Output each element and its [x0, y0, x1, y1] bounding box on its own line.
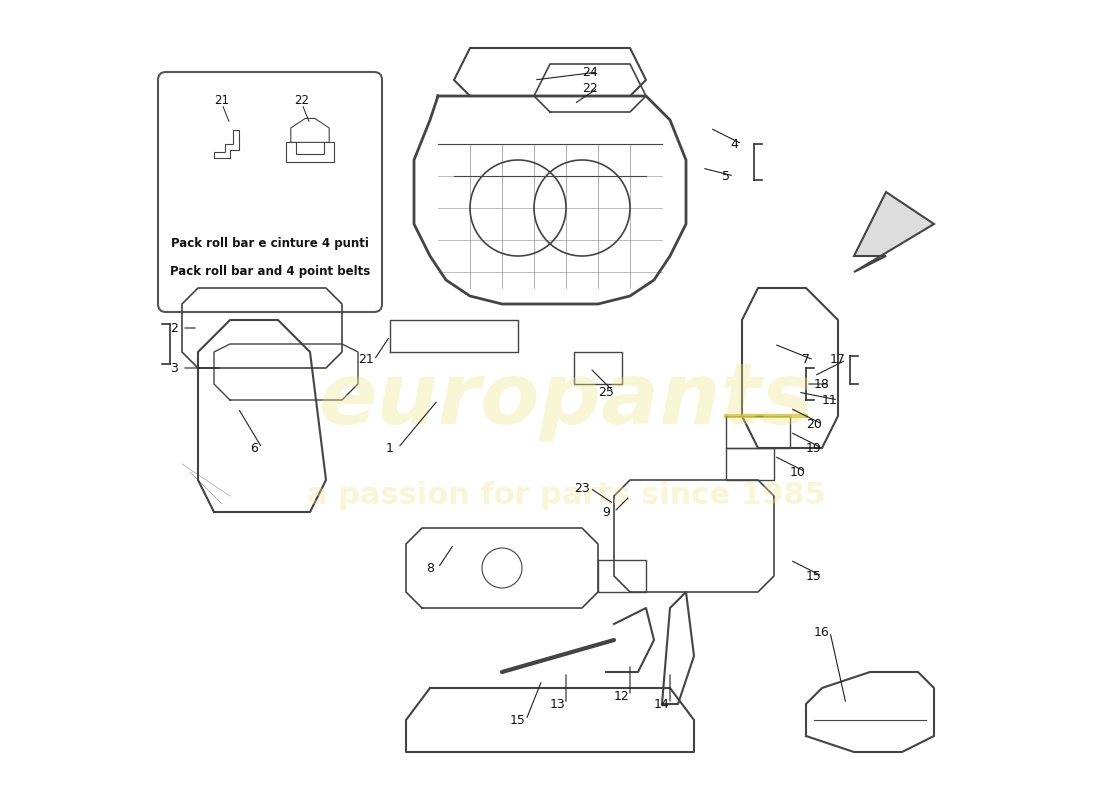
Text: 4: 4	[730, 138, 738, 150]
Bar	[726, 448, 774, 480]
Text: 3: 3	[170, 362, 178, 374]
Bar	[726, 416, 790, 448]
Text: 9: 9	[602, 506, 609, 518]
Text: 6: 6	[250, 442, 257, 454]
Text: 15: 15	[806, 570, 822, 582]
Text: 7: 7	[802, 354, 810, 366]
Text: 12: 12	[614, 690, 630, 702]
Text: 11: 11	[822, 394, 838, 406]
Bar	[574, 352, 622, 384]
Text: Pack roll bar e cinture 4 punti: Pack roll bar e cinture 4 punti	[172, 238, 368, 250]
Text: 2: 2	[170, 322, 178, 334]
Text: 15: 15	[510, 714, 526, 726]
Text: 21: 21	[359, 354, 374, 366]
Text: 17: 17	[830, 354, 846, 366]
Text: europants: europants	[319, 358, 813, 442]
Text: 8: 8	[426, 562, 434, 574]
Text: Pack roll bar and 4 point belts: Pack roll bar and 4 point belts	[169, 266, 370, 278]
Text: 18: 18	[814, 378, 829, 390]
Text: 21: 21	[214, 94, 230, 106]
Polygon shape	[854, 192, 934, 272]
Text: 1: 1	[386, 442, 394, 454]
Text: 19: 19	[806, 442, 822, 454]
Text: 24: 24	[582, 66, 598, 78]
Text: 10: 10	[790, 466, 806, 478]
Text: 25: 25	[598, 386, 614, 398]
FancyBboxPatch shape	[158, 72, 382, 312]
Text: 22: 22	[295, 94, 309, 106]
Text: 5: 5	[722, 170, 730, 182]
Bar	[598, 560, 646, 592]
Text: 22: 22	[582, 82, 598, 94]
Text: 16: 16	[814, 626, 829, 638]
Text: 23: 23	[574, 482, 590, 494]
Text: 14: 14	[654, 698, 670, 710]
Text: 20: 20	[806, 418, 822, 430]
Text: a passion for parts since 1985: a passion for parts since 1985	[307, 482, 825, 510]
Text: 13: 13	[550, 698, 565, 710]
